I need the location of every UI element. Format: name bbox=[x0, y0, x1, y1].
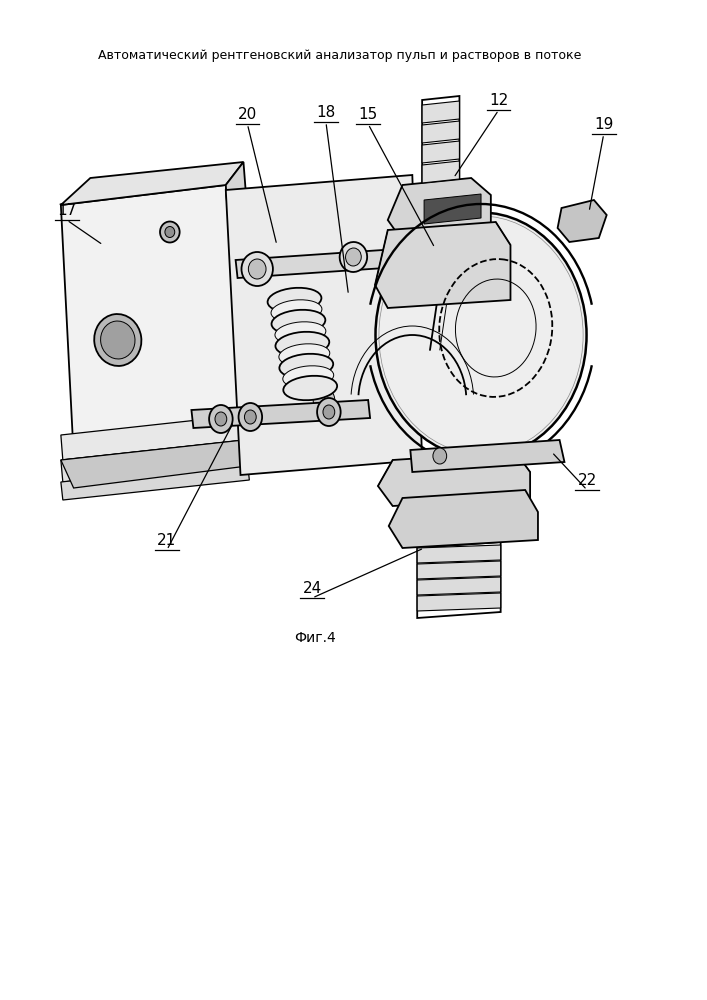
Text: 15: 15 bbox=[358, 107, 378, 122]
Ellipse shape bbox=[271, 300, 322, 322]
Polygon shape bbox=[375, 222, 510, 308]
Polygon shape bbox=[61, 185, 243, 455]
Ellipse shape bbox=[375, 213, 587, 458]
Ellipse shape bbox=[279, 344, 329, 366]
Text: Автоматический рентгеновский анализатор пульп и растворов в потоке: Автоматический рентгеновский анализатор … bbox=[98, 48, 582, 62]
Text: 19: 19 bbox=[594, 117, 614, 132]
Polygon shape bbox=[61, 440, 255, 488]
Text: 21: 21 bbox=[157, 533, 177, 548]
Ellipse shape bbox=[248, 259, 266, 279]
Polygon shape bbox=[417, 545, 501, 563]
Ellipse shape bbox=[283, 366, 334, 388]
Polygon shape bbox=[61, 162, 243, 205]
Ellipse shape bbox=[313, 388, 334, 412]
Ellipse shape bbox=[215, 412, 227, 426]
Polygon shape bbox=[226, 162, 263, 435]
Ellipse shape bbox=[284, 376, 337, 400]
Polygon shape bbox=[417, 561, 501, 579]
Text: 18: 18 bbox=[316, 105, 336, 120]
Polygon shape bbox=[424, 194, 481, 224]
Ellipse shape bbox=[242, 252, 273, 286]
Ellipse shape bbox=[279, 354, 333, 378]
Ellipse shape bbox=[433, 448, 447, 464]
Ellipse shape bbox=[346, 248, 361, 266]
Polygon shape bbox=[422, 141, 460, 163]
Text: 20: 20 bbox=[238, 107, 257, 122]
Ellipse shape bbox=[238, 403, 262, 431]
Ellipse shape bbox=[339, 242, 367, 272]
Polygon shape bbox=[558, 200, 607, 242]
Polygon shape bbox=[61, 440, 247, 482]
Text: 24: 24 bbox=[303, 581, 322, 596]
Ellipse shape bbox=[276, 332, 329, 356]
Polygon shape bbox=[235, 250, 385, 278]
Ellipse shape bbox=[271, 310, 325, 334]
Polygon shape bbox=[417, 577, 501, 595]
Polygon shape bbox=[192, 400, 370, 428]
Text: 22: 22 bbox=[578, 473, 597, 488]
Text: Фиг.4: Фиг.4 bbox=[295, 631, 337, 645]
Ellipse shape bbox=[100, 321, 135, 359]
Ellipse shape bbox=[267, 288, 322, 312]
Ellipse shape bbox=[275, 322, 326, 344]
Polygon shape bbox=[378, 452, 530, 506]
Polygon shape bbox=[422, 121, 460, 143]
Text: 17: 17 bbox=[57, 203, 76, 218]
Ellipse shape bbox=[94, 314, 141, 366]
Polygon shape bbox=[422, 161, 460, 183]
Polygon shape bbox=[226, 175, 422, 475]
Polygon shape bbox=[410, 440, 564, 472]
Ellipse shape bbox=[317, 398, 341, 426]
Polygon shape bbox=[417, 593, 501, 611]
Ellipse shape bbox=[323, 405, 334, 419]
Text: 12: 12 bbox=[489, 93, 508, 108]
Ellipse shape bbox=[245, 410, 256, 424]
Polygon shape bbox=[389, 490, 538, 548]
Polygon shape bbox=[61, 462, 250, 500]
Ellipse shape bbox=[165, 227, 175, 237]
Polygon shape bbox=[387, 178, 491, 238]
Ellipse shape bbox=[209, 405, 233, 433]
Polygon shape bbox=[422, 101, 460, 123]
Ellipse shape bbox=[160, 222, 180, 242]
Polygon shape bbox=[61, 415, 245, 460]
